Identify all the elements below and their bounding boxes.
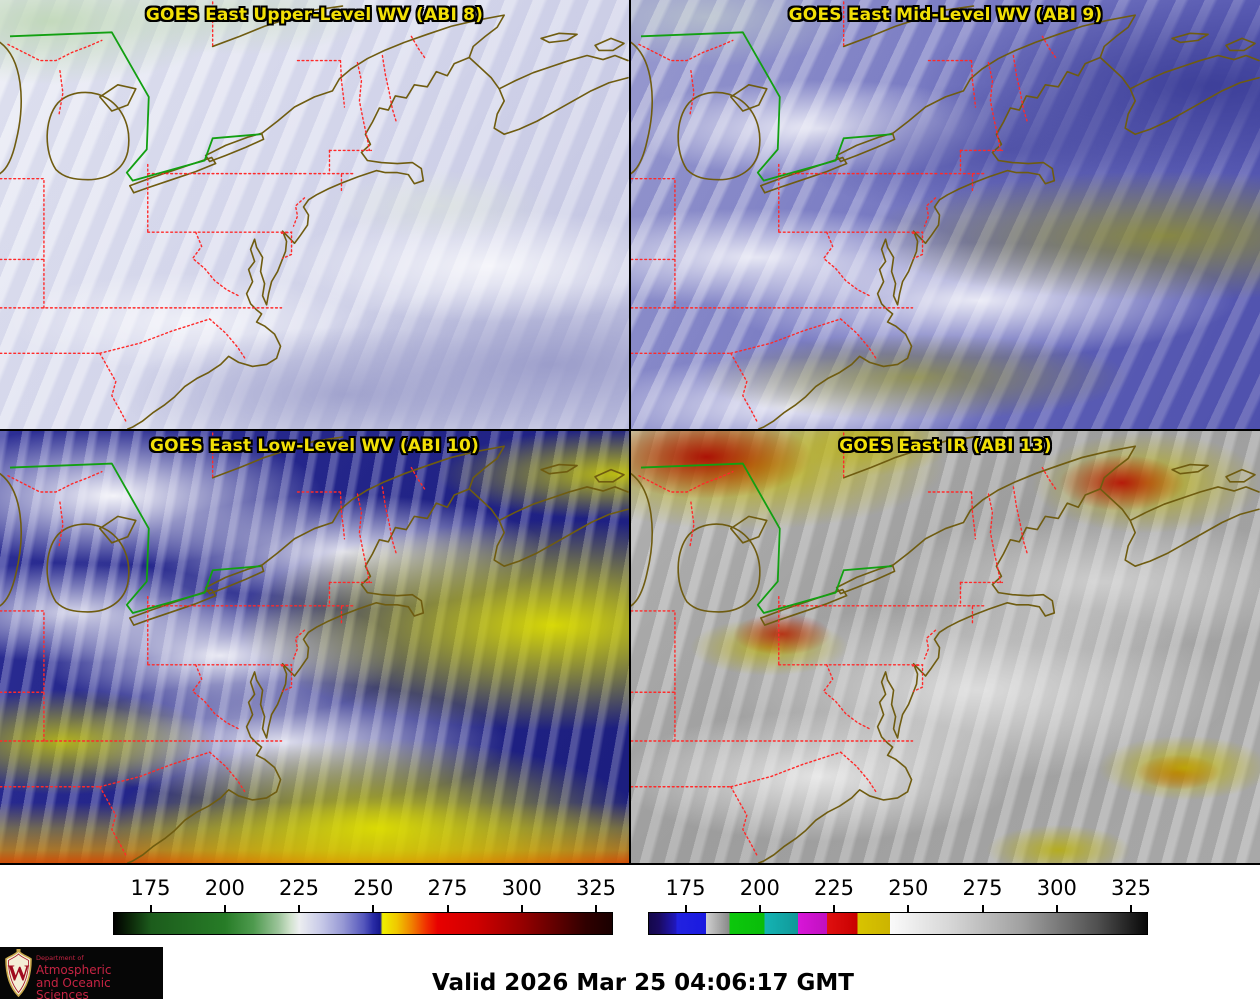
ir-colorbar-gradient bbox=[648, 912, 1148, 935]
tick-label: 225 bbox=[813, 876, 855, 900]
uw-crest-icon: W bbox=[5, 949, 32, 997]
crest-letter: W bbox=[8, 960, 30, 985]
logo-text: Department of Atmospheric and Oceanic Sc… bbox=[36, 955, 163, 999]
map-overlay bbox=[0, 1, 629, 429]
tick-label: 300 bbox=[501, 876, 542, 900]
tick-label: 325 bbox=[575, 876, 617, 900]
wv-colorbar: 175 200 225 250 275 300 325 bbox=[113, 876, 617, 938]
map-overlay bbox=[631, 1, 1260, 429]
mid-level-wv-imagery bbox=[631, 0, 1260, 429]
panel-mid-level-wv: GOES East Mid-Level WV (ABI 9) bbox=[631, 0, 1260, 429]
tick-mark bbox=[595, 905, 597, 912]
tick-mark bbox=[223, 905, 226, 912]
ir-colorbar: 175 200 225 250 275 300 325 bbox=[648, 876, 1152, 938]
panel-ir: GOES East IR (ABI 13) bbox=[631, 431, 1260, 863]
ir-imagery bbox=[631, 431, 1260, 863]
tick-label: 175 bbox=[665, 876, 706, 900]
low-level-wv-imagery bbox=[0, 431, 629, 863]
panel-title: GOES East Low-Level WV (ABI 10) bbox=[149, 436, 479, 456]
tick-label: 275 bbox=[427, 876, 468, 900]
tick-label: 275 bbox=[962, 876, 1003, 900]
tick-label: 325 bbox=[1110, 876, 1152, 900]
tick-mark bbox=[372, 905, 375, 912]
uw-aos-logo: W Department of Atmospheric and Oceanic … bbox=[0, 947, 163, 999]
satellite-panel-grid: GOES East Upper-Level WV (ABI 8) GOES Ea… bbox=[0, 0, 1260, 865]
logo-line-2: and Oceanic Sciences bbox=[36, 975, 111, 999]
tick-label: 250 bbox=[353, 876, 394, 900]
panel-low-level-wv: GOES East Low-Level WV (ABI 10) bbox=[0, 431, 629, 863]
tick-mark bbox=[833, 905, 835, 912]
panel-title: GOES East Upper-Level WV (ABI 8) bbox=[145, 5, 484, 25]
panel-title: GOES East Mid-Level WV (ABI 9) bbox=[788, 5, 1103, 25]
panel-upper-level-wv: GOES East Upper-Level WV (ABI 8) bbox=[0, 0, 629, 429]
tick-label: 200 bbox=[204, 876, 245, 900]
panel-title: GOES East IR (ABI 13) bbox=[839, 436, 1052, 456]
tick-mark bbox=[149, 905, 152, 912]
logo-dept-line: Department of bbox=[36, 954, 84, 962]
tick-mark bbox=[907, 905, 910, 912]
tick-label: 300 bbox=[1036, 876, 1077, 900]
tick-label: 200 bbox=[739, 876, 780, 900]
tick-mark bbox=[1130, 905, 1132, 912]
upper-level-wv-imagery bbox=[0, 0, 629, 429]
tick-mark bbox=[298, 905, 300, 912]
map-overlay bbox=[0, 432, 629, 863]
tick-mark bbox=[520, 905, 523, 912]
tick-label: 250 bbox=[888, 876, 929, 900]
tick-mark bbox=[1055, 905, 1058, 912]
logo-line-1: Atmospheric bbox=[36, 962, 112, 977]
map-overlay bbox=[631, 432, 1260, 863]
tick-label: 175 bbox=[130, 876, 171, 900]
wv-colorbar-gradient bbox=[113, 912, 613, 935]
tick-mark bbox=[758, 905, 761, 912]
tick-mark bbox=[684, 905, 687, 912]
tick-mark bbox=[981, 905, 984, 912]
tick-label: 225 bbox=[278, 876, 320, 900]
valid-time-label: Valid 2026 Mar 25 04:06:17 GMT bbox=[432, 970, 854, 996]
tick-mark bbox=[446, 905, 449, 912]
